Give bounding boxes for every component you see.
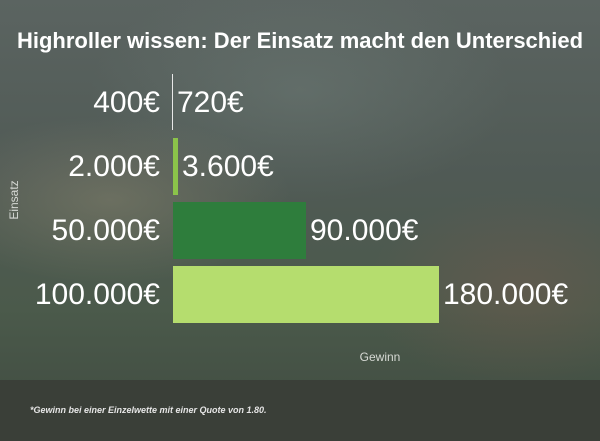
- category-label-4: 100.000€: [34, 277, 160, 311]
- footer-bar: *Gewinn bei einer Einzelwette mit einer …: [0, 380, 600, 441]
- category-label-3: 50.000€: [51, 213, 160, 247]
- y-axis-line: [172, 74, 173, 130]
- category-label-2: 2.000€: [68, 149, 160, 183]
- bar-4: [173, 266, 439, 323]
- x-axis-label: Gewinn: [359, 350, 401, 364]
- chart-title: Highroller wissen: Der Einsatz macht den…: [16, 28, 584, 53]
- value-label-4: 180.000€: [443, 277, 569, 311]
- value-label-3: 90.000€: [310, 213, 419, 247]
- bar-2: [173, 138, 178, 195]
- category-label-1: 400€: [93, 85, 160, 119]
- footnote: *Gewinn bei einer Einzelwette mit einer …: [30, 405, 267, 415]
- bar-3: [173, 202, 306, 259]
- value-label-1: 720€: [177, 85, 244, 119]
- value-label-2: 3.600€: [182, 149, 274, 183]
